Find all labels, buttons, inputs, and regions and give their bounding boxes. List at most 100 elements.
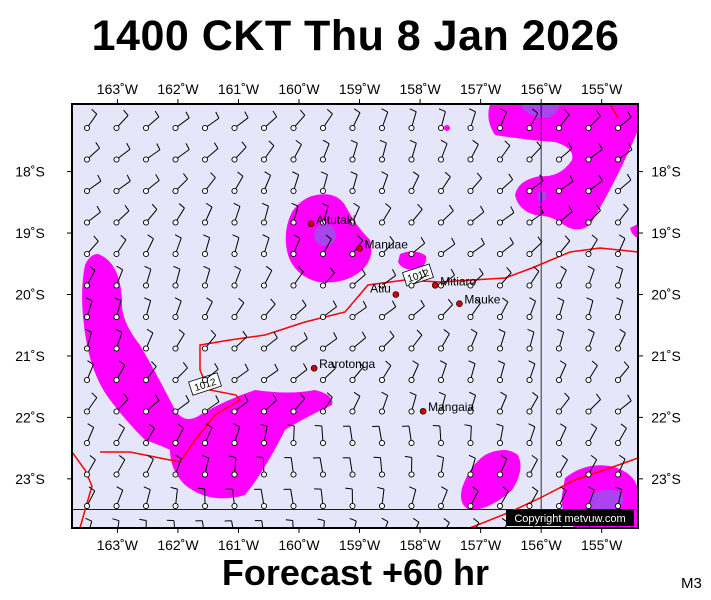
- wind-barb: [467, 268, 484, 289]
- wind-barb: [585, 234, 598, 258]
- heavy-rain-southeast: [590, 489, 624, 513]
- axis-ticks: 163˚W 163˚W 162˚W 162˚W 161˚W 161˚W 160˚W 160˚W…: [15, 81, 681, 553]
- isobar-label-west: 1012: [188, 372, 222, 396]
- lat-tick-label-left: 19˚S: [15, 225, 45, 241]
- heavy-rain-cell: [537, 191, 547, 201]
- wind-barb: [437, 204, 454, 226]
- forecast-label: Forecast +60 hr: [221, 552, 490, 593]
- wind-barb: [201, 363, 219, 384]
- lat-tick-label-left: 18˚S: [15, 164, 45, 180]
- lon-tick-label-bottom: 160˚W: [278, 537, 320, 553]
- wind-barb: [260, 423, 268, 447]
- wind-barb: [172, 111, 190, 132]
- wind-barb: [526, 423, 536, 447]
- wind-barb: [201, 329, 217, 352]
- wind-barb: [467, 139, 479, 163]
- wind-barb: [112, 518, 120, 528]
- wind-barb: [373, 456, 386, 478]
- wind-barb: [614, 173, 632, 195]
- wind-barb: [614, 454, 626, 478]
- wind-barb: [142, 454, 154, 478]
- wind-barb: [319, 300, 338, 321]
- wind-barb: [113, 204, 130, 226]
- wind-barb: [526, 174, 544, 195]
- lon-tick-label-bottom: 161˚W: [218, 537, 260, 553]
- lat-tick-label-left: 20˚S: [15, 286, 45, 302]
- wind-barb: [201, 202, 213, 226]
- wind-barb: [231, 394, 249, 415]
- wind-barb: [437, 171, 451, 195]
- wind-barb: [231, 202, 241, 226]
- wind-barb: [260, 234, 270, 258]
- wind-barb: [349, 171, 358, 195]
- wind-barb: [437, 486, 448, 510]
- wind-barb: [408, 360, 419, 384]
- wind-barb: [408, 237, 426, 258]
- place-mitiaro: Mitiaro: [431, 274, 477, 289]
- wind-barb: [349, 361, 364, 384]
- wind-barb: [260, 171, 272, 195]
- wind-barb: [349, 517, 357, 528]
- wind-barb: [172, 454, 182, 478]
- lon-tick-label-top: 162˚W: [157, 81, 199, 97]
- wind-barb: [260, 298, 276, 321]
- wind-barb: [585, 143, 603, 163]
- place-label: Mauke: [464, 293, 500, 307]
- lon-tick-label-top: 157˚W: [460, 81, 502, 97]
- wind-barb: [585, 174, 603, 195]
- wind-barb: [437, 298, 454, 321]
- wind-barb: [142, 143, 161, 163]
- wind-barb: [378, 203, 392, 226]
- wind-barb: [467, 391, 477, 415]
- wind-barb: [555, 486, 567, 510]
- wind-barb: [614, 423, 627, 447]
- place-atiu: Atiu: [370, 281, 400, 298]
- wind-barb: [585, 328, 595, 352]
- wind-barb: [290, 171, 300, 195]
- wind-barb: [467, 237, 485, 258]
- heavy-rain-aitutaki: [314, 224, 336, 246]
- wind-barb: [555, 205, 573, 226]
- wind-barb: [113, 486, 124, 510]
- lon-tick-label-top: 159˚W: [339, 81, 381, 97]
- isobar-1012-south: [469, 457, 638, 528]
- wind-barb: [201, 454, 210, 478]
- wind-barb: [172, 203, 185, 226]
- wind-barb: [342, 425, 356, 447]
- wind-barb: [260, 331, 278, 352]
- wind-barb: [314, 488, 327, 510]
- wind-barb: [172, 329, 185, 352]
- wind-barb: [113, 360, 126, 384]
- wind-barb: [349, 202, 360, 226]
- wind-barb: [349, 391, 361, 415]
- wind-barb: [260, 265, 273, 289]
- lon-tick-label-bottom: 162˚W: [157, 537, 199, 553]
- wind-barb: [254, 520, 264, 528]
- isobars: [72, 104, 638, 528]
- wind-barb: [585, 110, 601, 132]
- copyright-box: Copyright metvuw.com: [506, 510, 634, 526]
- wind-barb: [408, 299, 425, 321]
- place-label: Atiu: [370, 281, 391, 295]
- wind-barb: [496, 206, 515, 226]
- wind-barb: [142, 174, 160, 195]
- rain-area-northeast: [488, 104, 638, 230]
- wind-barb: [290, 266, 304, 289]
- graticule: [72, 104, 638, 528]
- wind-barb: [224, 520, 234, 528]
- wind-barb: [172, 297, 182, 321]
- wind-barb: [614, 111, 632, 132]
- wind-barb: [437, 139, 448, 163]
- wind-barb: [83, 265, 96, 289]
- wind-barb: [381, 517, 389, 528]
- place-label: Mangaia: [428, 400, 474, 414]
- wind-barb: [283, 488, 297, 510]
- wind-barb: [526, 392, 539, 415]
- wind-barb: [231, 111, 249, 132]
- wind-barb: [408, 203, 423, 226]
- wind-barb: [317, 518, 325, 528]
- wind-barb: [231, 297, 245, 321]
- lon-tick-label-top: 156˚W: [521, 81, 563, 97]
- wind-barb: [290, 202, 299, 226]
- wind-barb: [85, 517, 93, 528]
